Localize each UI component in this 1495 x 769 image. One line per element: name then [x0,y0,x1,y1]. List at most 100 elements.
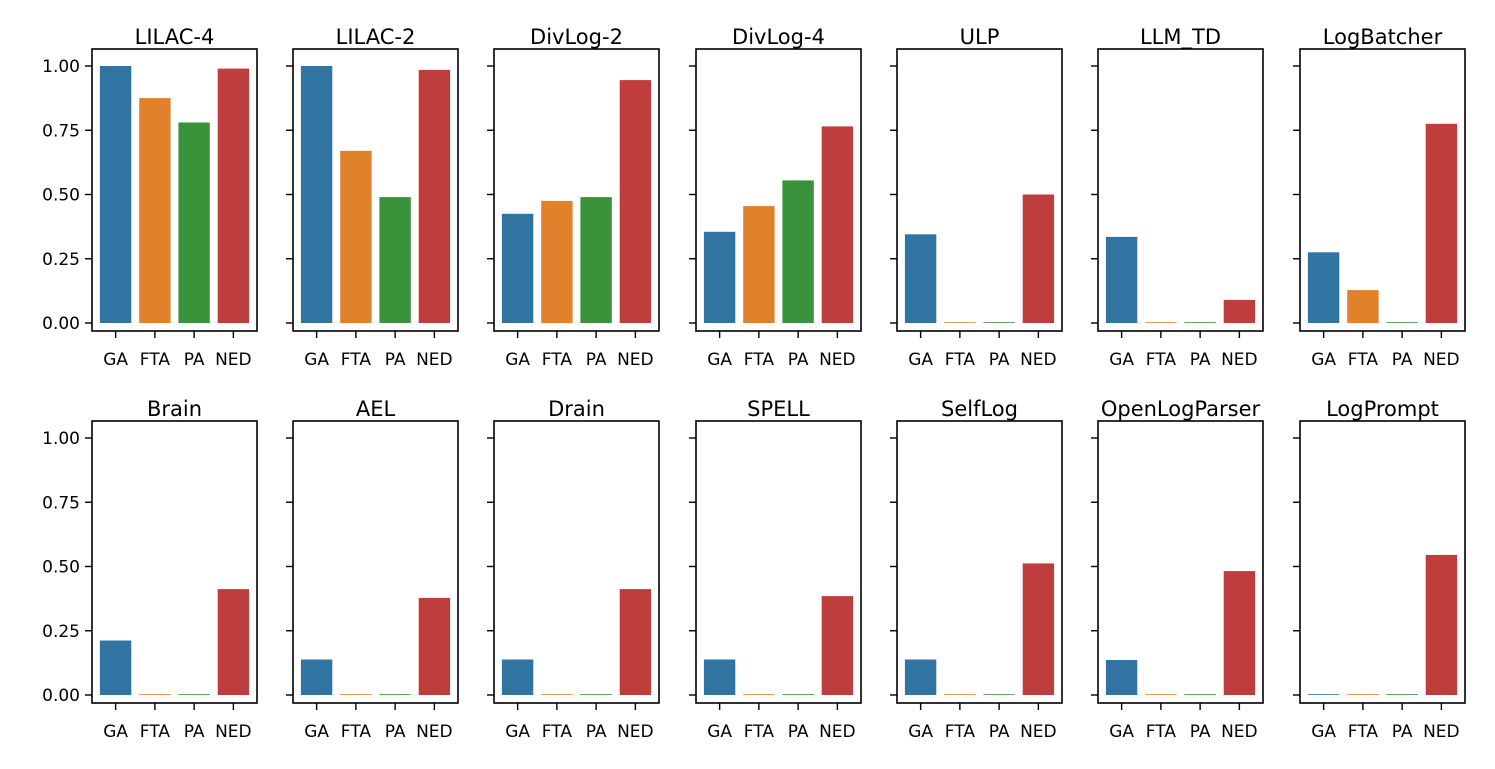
y-tick-label: 0.25 [42,622,80,642]
x-tick-label: NED [416,722,453,742]
x-tick-label: PA [184,350,205,370]
x-tick-label: GA [707,722,732,742]
y-tick-label: 0.00 [42,314,80,334]
x-tick-label: FTA [1146,350,1177,370]
bar-ga [904,659,937,695]
bar-ga [501,213,534,323]
bar-ga [1105,236,1138,323]
x-tick-label: PA [1190,350,1211,370]
panel-title: LILAC-4 [135,25,215,49]
x-tick-label: PA [586,350,607,370]
panel-spell: GA FTA PA NED SPELL [689,397,862,742]
bar-ga [1307,694,1340,695]
bar-ned [619,589,652,695]
panel-frame [91,420,258,704]
bar-fta [340,150,372,323]
bar-fta [1347,290,1379,323]
x-tick-label: PA [788,350,809,370]
panel-divlog-2: GA FTA PA NED DivLog-2 [487,25,660,370]
bar-ned [418,597,451,695]
panel-title: AEL [356,397,396,421]
bar-ga [904,234,937,323]
x-tick-label: NED [819,350,856,370]
bar-ga [703,231,736,323]
panel-title: Drain [548,397,605,421]
bar-ned [1425,123,1458,323]
bar-ned [1223,299,1256,323]
x-tick-label: GA [505,722,530,742]
x-tick-label: FTA [140,722,171,742]
panel-title: ULP [960,25,1000,49]
bar-fta [139,98,171,323]
bar-ga [300,66,333,323]
x-tick-label: PA [184,722,205,742]
bar-pa [782,694,814,695]
bar-fta [541,694,573,695]
bar-pa [983,322,1015,323]
x-tick-label: FTA [1348,722,1379,742]
panel-frame [896,48,1063,332]
x-tick-label: GA [304,350,329,370]
panel-llm-td: GA FTA PA NED LLM_TD [1091,25,1264,370]
bar-fta [139,694,171,695]
y-tick-label: 1.00 [42,57,80,77]
panel-lilac-2: GA FTA PA NED LILAC-2 [286,25,459,370]
y-tick-label: 1.00 [42,429,80,449]
x-tick-label: NED [1221,722,1258,742]
panel-title: DivLog-4 [732,25,825,49]
bar-ned [619,80,652,323]
panel-logbatcher: GA FTA PA NED LogBatcher [1293,25,1466,370]
panel-title: OpenLogParser [1101,397,1261,421]
panel-frame [1097,48,1264,332]
panel-frame [292,420,459,704]
x-tick-label: FTA [744,722,775,742]
x-tick-label: PA [989,722,1010,742]
bar-fta [944,694,976,695]
x-tick-label: GA [1311,350,1336,370]
x-tick-label: PA [586,722,607,742]
bar-ned [821,126,854,324]
x-tick-label: PA [385,722,406,742]
bar-fta [340,694,372,695]
bar-fta [743,206,775,323]
x-tick-label: PA [989,350,1010,370]
panel-ael: GA FTA PA NED AEL [286,397,459,742]
bar-ga [99,66,132,323]
x-tick-label: NED [215,722,252,742]
x-tick-label: PA [1190,722,1211,742]
bar-fta [1145,322,1177,323]
bar-pa [782,180,814,323]
bar-pa [178,694,210,695]
bar-pa [178,122,210,323]
x-tick-label: NED [1423,722,1460,742]
x-tick-label: GA [908,722,933,742]
bar-fta [1347,694,1379,695]
x-tick-label: GA [1109,722,1134,742]
x-tick-label: FTA [140,350,171,370]
bar-pa [379,694,411,695]
x-tick-label: NED [617,722,654,742]
panel-selflog: GA FTA PA NED SelfLog [890,397,1063,742]
bar-ned [418,69,451,324]
x-tick-label: GA [304,722,329,742]
bar-ned [1022,194,1055,323]
panel-frame [493,420,660,704]
x-tick-label: GA [1109,350,1134,370]
panel-frame [91,48,258,332]
panel-frame [493,48,660,332]
x-tick-label: FTA [341,350,372,370]
x-tick-label: PA [1392,350,1413,370]
bar-ga [99,640,132,695]
panel-frame [292,48,459,332]
x-tick-label: NED [1020,350,1057,370]
panel-frame [695,48,862,332]
bar-pa [580,694,612,695]
panel-title: LILAC-2 [336,25,416,49]
x-tick-label: GA [505,350,530,370]
panel-drain: GA FTA PA NED Drain [487,397,660,742]
x-tick-label: GA [103,722,128,742]
x-tick-label: NED [1020,722,1057,742]
panel-divlog-4: GA FTA PA NED DivLog-4 [689,25,862,370]
y-tick-label: 0.50 [42,558,80,578]
